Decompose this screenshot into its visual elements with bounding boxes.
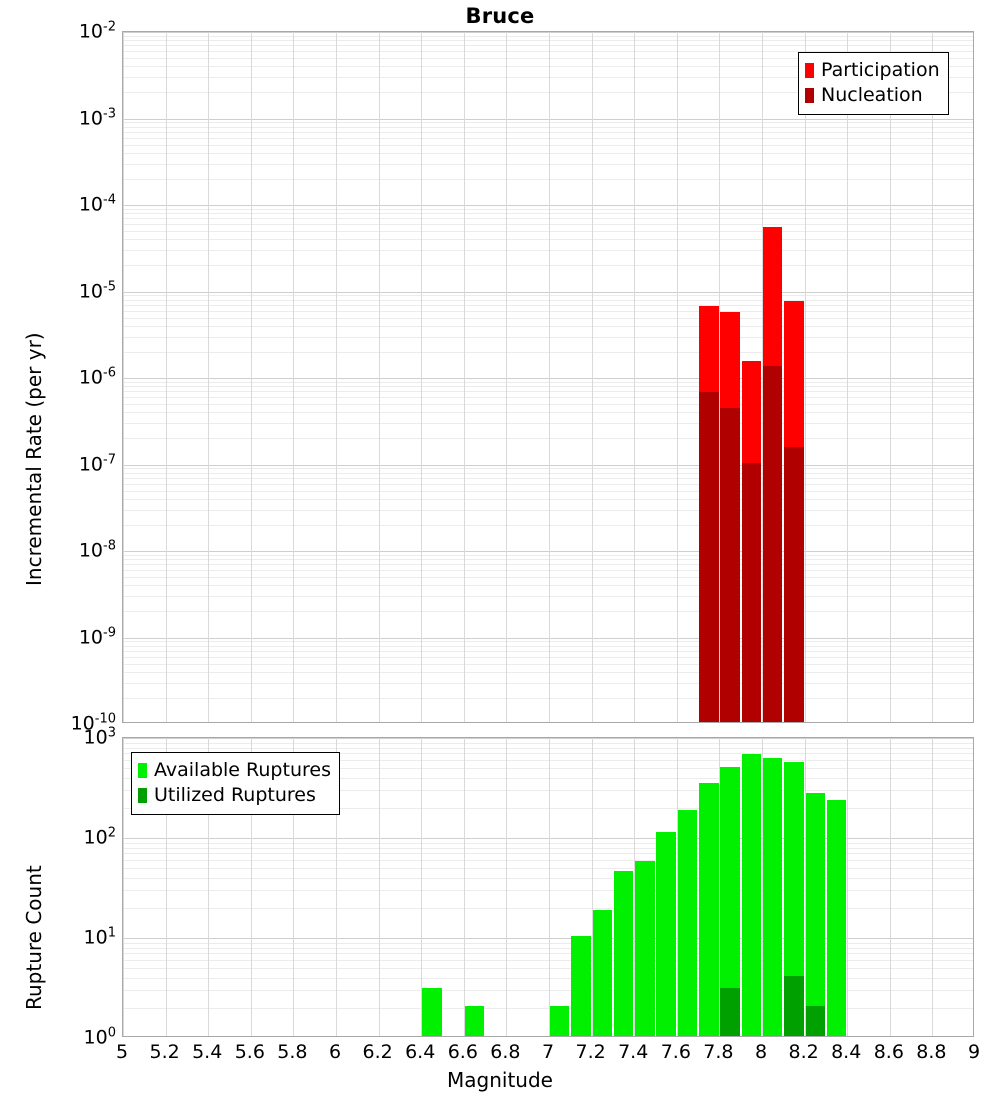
x-tick-label: 7.2: [575, 1041, 605, 1063]
bar: [465, 1006, 485, 1036]
bar: [720, 408, 740, 722]
legend-item: Available Ruptures: [138, 758, 331, 783]
bar: [784, 976, 804, 1036]
bar: [827, 800, 847, 1036]
legend-label: Nucleation: [821, 86, 923, 105]
legend-swatch-icon: [138, 788, 147, 803]
y-axis-ticks-bottom: 100101102103: [4, 737, 116, 1037]
figure: Bruce Incremental Rate (per yr) Rupture …: [0, 0, 1000, 1100]
x-tick-label: 8.6: [874, 1041, 904, 1063]
bar: [699, 392, 719, 722]
x-tick-label: 5.2: [149, 1041, 179, 1063]
x-tick-label: 8.8: [916, 1041, 946, 1063]
legend-swatch-icon: [805, 88, 814, 103]
bar: [763, 758, 783, 1036]
x-tick-label: 6.2: [362, 1041, 392, 1063]
x-tick-label: 9: [968, 1041, 980, 1063]
legend-rate: Participation Nucleation: [798, 52, 949, 115]
bar: [678, 810, 698, 1036]
y-tick-label: 101: [84, 925, 116, 948]
bar: [422, 988, 442, 1036]
legend-swatch-icon: [138, 763, 147, 778]
y-tick-label: 10-9: [79, 625, 116, 648]
x-tick-label: 6.8: [490, 1041, 520, 1063]
y-tick-label: 103: [84, 725, 116, 748]
bar: [571, 936, 591, 1036]
x-tick-label: 5: [116, 1041, 128, 1063]
x-tick-label: 8.4: [831, 1041, 861, 1063]
y-tick-label: 10-3: [79, 106, 116, 129]
y-tick-label: 10-2: [79, 19, 116, 42]
bar: [742, 463, 762, 723]
x-tick-label: 7.6: [661, 1041, 691, 1063]
bar: [550, 1006, 570, 1036]
bar: [656, 832, 676, 1036]
x-tick-label: 5.4: [192, 1041, 222, 1063]
y-tick-label: 10-7: [79, 452, 116, 475]
x-tick-label: 6.6: [448, 1041, 478, 1063]
y-tick-label: 10-4: [79, 192, 116, 215]
page-title: Bruce: [0, 4, 1000, 28]
bar: [784, 447, 804, 722]
x-tick-label: 6: [329, 1041, 341, 1063]
bar: [806, 1006, 826, 1036]
bar: [699, 783, 719, 1036]
x-tick-label: 7.4: [618, 1041, 648, 1063]
y-tick-label: 102: [84, 825, 116, 848]
x-tick-label: 5.6: [235, 1041, 265, 1063]
y-tick-label: 100: [84, 1025, 116, 1048]
rate-plot-panel: [122, 31, 974, 723]
y-axis-ticks-top: 10-1010-910-810-710-610-510-410-310-2: [4, 31, 116, 723]
legend-swatch-icon: [805, 63, 814, 78]
bar: [614, 871, 634, 1036]
x-axis-label: Magnitude: [0, 1068, 1000, 1092]
legend-item: Utilized Ruptures: [138, 783, 331, 808]
bar: [593, 910, 613, 1036]
x-tick-label: 7.8: [703, 1041, 733, 1063]
x-tick-label: 8: [755, 1041, 767, 1063]
bar: [720, 988, 740, 1036]
legend-item: Participation: [805, 58, 940, 83]
x-tick-label: 6.4: [405, 1041, 435, 1063]
x-tick-label: 5.8: [277, 1041, 307, 1063]
bar: [763, 366, 783, 722]
bar: [806, 793, 826, 1036]
bar: [742, 754, 762, 1036]
legend-item: Nucleation: [805, 83, 940, 108]
legend-label: Participation: [821, 61, 940, 80]
y-tick-label: 10-6: [79, 365, 116, 388]
x-tick-label: 8.2: [788, 1041, 818, 1063]
bar: [635, 861, 655, 1036]
legend-label: Utilized Ruptures: [154, 786, 316, 805]
rate-bars: [123, 32, 973, 722]
legend-count: Available Ruptures Utilized Ruptures: [131, 752, 340, 815]
y-tick-label: 10-8: [79, 538, 116, 561]
x-tick-label: 7: [542, 1041, 554, 1063]
y-tick-label: 10-5: [79, 279, 116, 302]
legend-label: Available Ruptures: [154, 761, 331, 780]
